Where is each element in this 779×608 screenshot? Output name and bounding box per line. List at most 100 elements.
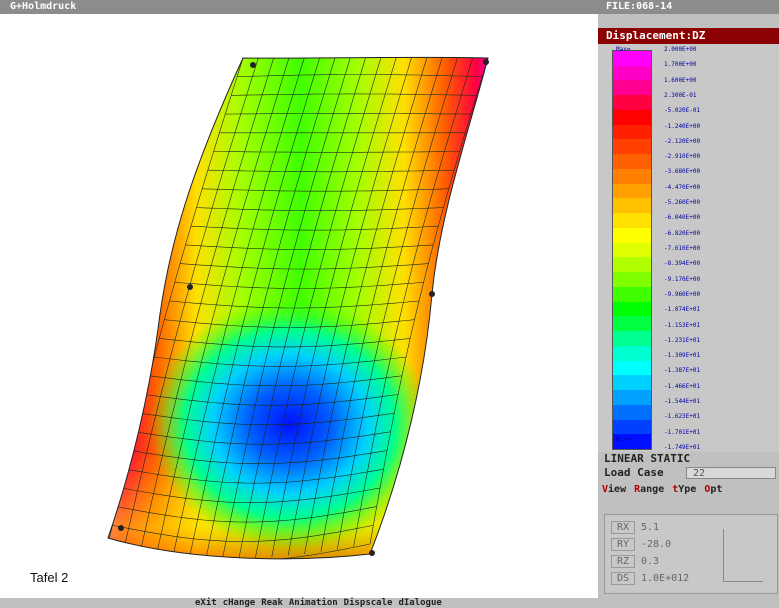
legend-color-segment — [613, 286, 651, 303]
plot-caption: Tafel 2 — [30, 570, 69, 585]
menu-item-label: ange — [640, 484, 665, 495]
panel-menu-item[interactable]: Opt — [704, 484, 722, 495]
rotation-value[interactable]: 1.0E+012 — [641, 573, 690, 584]
support-node — [118, 525, 124, 531]
bottom-menu-item[interactable]: dIalogue — [398, 598, 442, 608]
mesh-line — [174, 282, 424, 289]
mesh-line — [149, 375, 403, 387]
legend-color-segment — [613, 154, 651, 170]
axis-x-line — [723, 581, 763, 582]
legend-max-label: Max= — [616, 46, 631, 53]
results-panel: FILE:068-14 Displacement:DZ Max= Min= 2.… — [598, 0, 779, 598]
legend-value-label: -1.544E+01 — [664, 398, 701, 406]
rotation-value[interactable]: 5.1 — [641, 522, 660, 533]
rotation-row: RY -28.0 — [611, 538, 671, 551]
bottom-menu-bar: eXit cHange Reak Animation Dispscale dIalogue — [0, 598, 779, 608]
mesh-line — [154, 356, 407, 367]
legend-color-segment — [613, 242, 651, 258]
viewport-title-bar: G+Holmdruck — [0, 0, 598, 14]
rotation-row: RZ 0.3 — [611, 555, 659, 568]
rotation-row: DS 1.0E+012 — [611, 572, 689, 585]
legend-color-segment — [613, 375, 651, 391]
rotation-axis-label: RY — [611, 538, 635, 551]
mesh-line — [139, 412, 395, 426]
legend-min-label: Min= — [616, 436, 631, 443]
mesh-line — [237, 74, 483, 77]
mesh-line — [185, 244, 434, 250]
mesh-line — [202, 188, 449, 192]
analysis-info: LINEAR STATIC Load Case 22 View Range tYpe… — [598, 452, 779, 598]
bottom-menu-item[interactable]: Dispscale — [343, 598, 393, 608]
legend-color-segment — [613, 316, 651, 332]
load-case-field[interactable]: 22 — [686, 467, 776, 479]
menu-item-label: Ype — [678, 484, 697, 495]
legend-color-segment — [613, 213, 651, 229]
legend-value-label: -6.040E+00 — [664, 214, 701, 222]
mesh-line — [116, 506, 377, 523]
menu-item-label: iew — [608, 484, 627, 495]
mesh-line — [121, 487, 381, 503]
legend-color-segment — [613, 257, 651, 273]
mesh-line — [190, 225, 439, 231]
mesh-line — [213, 151, 460, 153]
support-node — [187, 284, 193, 290]
legend-color-segment — [613, 139, 651, 155]
legend-color-segment — [613, 301, 651, 317]
menu-hotkey: t — [672, 484, 679, 495]
axis-z-line — [723, 529, 724, 581]
legend-value-label: 1.600E+00 — [664, 76, 697, 84]
legend-color-segment — [613, 198, 651, 214]
legend-color-segment — [613, 434, 651, 450]
legend-color-segment — [613, 227, 651, 244]
menu-hotkey: O — [704, 484, 711, 495]
legend-value-label: -7.610E+00 — [664, 245, 701, 252]
legend-color-segment — [613, 390, 651, 406]
legend-color-bar — [612, 50, 652, 450]
legend-color-segment — [613, 95, 651, 111]
legend-value-label: -6.820E+00 — [664, 229, 701, 237]
model-title: G+Holmdruck — [10, 1, 77, 12]
legend-value-label: -4.470E+00 — [664, 183, 701, 191]
mesh-line — [135, 431, 391, 445]
bottom-menu-item[interactable]: Animation — [288, 598, 338, 608]
support-node — [483, 59, 489, 65]
legend-value-label: -5.020E-01 — [664, 107, 701, 115]
panel-menu-item[interactable]: Range — [634, 484, 664, 495]
file-title: FILE:068-14 — [598, 0, 779, 14]
result-type-title: Displacement:DZ — [598, 28, 779, 44]
legend-color-segment — [613, 272, 651, 288]
legend-value-label: -1.701E+01 — [664, 428, 701, 436]
legend-color-segment — [613, 124, 651, 140]
legend-color-segment — [613, 51, 651, 67]
legend-value-label: -1.074E+01 — [664, 306, 701, 314]
model-viewport[interactable]: Tafel 2 — [0, 14, 598, 598]
legend-color-segment — [613, 109, 651, 126]
legend-color-segment — [613, 331, 651, 347]
legend-value-label: -3.680E+00 — [664, 168, 701, 176]
legend-color-segment — [613, 80, 651, 96]
mesh-line — [159, 338, 411, 348]
legend-value-label: -1.153E+01 — [664, 321, 701, 329]
mesh-line — [169, 300, 420, 309]
legend-value-label: -9.960E+00 — [664, 290, 701, 298]
analysis-type: LINEAR STATIC — [604, 452, 691, 465]
legend-color-segment — [613, 345, 651, 362]
legend-color-segment — [613, 183, 651, 199]
legend-value-label: -1.749E+01 — [664, 444, 701, 451]
rotation-value[interactable]: 0.3 — [641, 556, 660, 567]
mesh-line — [180, 263, 429, 270]
support-node — [429, 291, 435, 297]
mesh-line — [231, 93, 477, 96]
legend-value-label: -2.120E+00 — [664, 137, 701, 145]
rotation-row: RX 5.1 — [611, 521, 659, 534]
panel-menu-item[interactable]: View — [602, 484, 626, 495]
panel-menu: View Range tYpe Opt — [602, 484, 730, 495]
bottom-menu-item[interactable]: eXit — [195, 598, 217, 608]
rotation-value[interactable]: -28.0 — [641, 539, 672, 550]
deformed-mesh-plot — [107, 56, 489, 560]
legend-color-segment — [613, 65, 651, 81]
bottom-menu-item[interactable]: Reak — [261, 598, 283, 608]
legend-value-label: -1.623E+01 — [664, 413, 701, 421]
panel-menu-item[interactable]: tYpe — [672, 484, 696, 495]
bottom-menu-item[interactable]: cHange — [222, 598, 256, 608]
